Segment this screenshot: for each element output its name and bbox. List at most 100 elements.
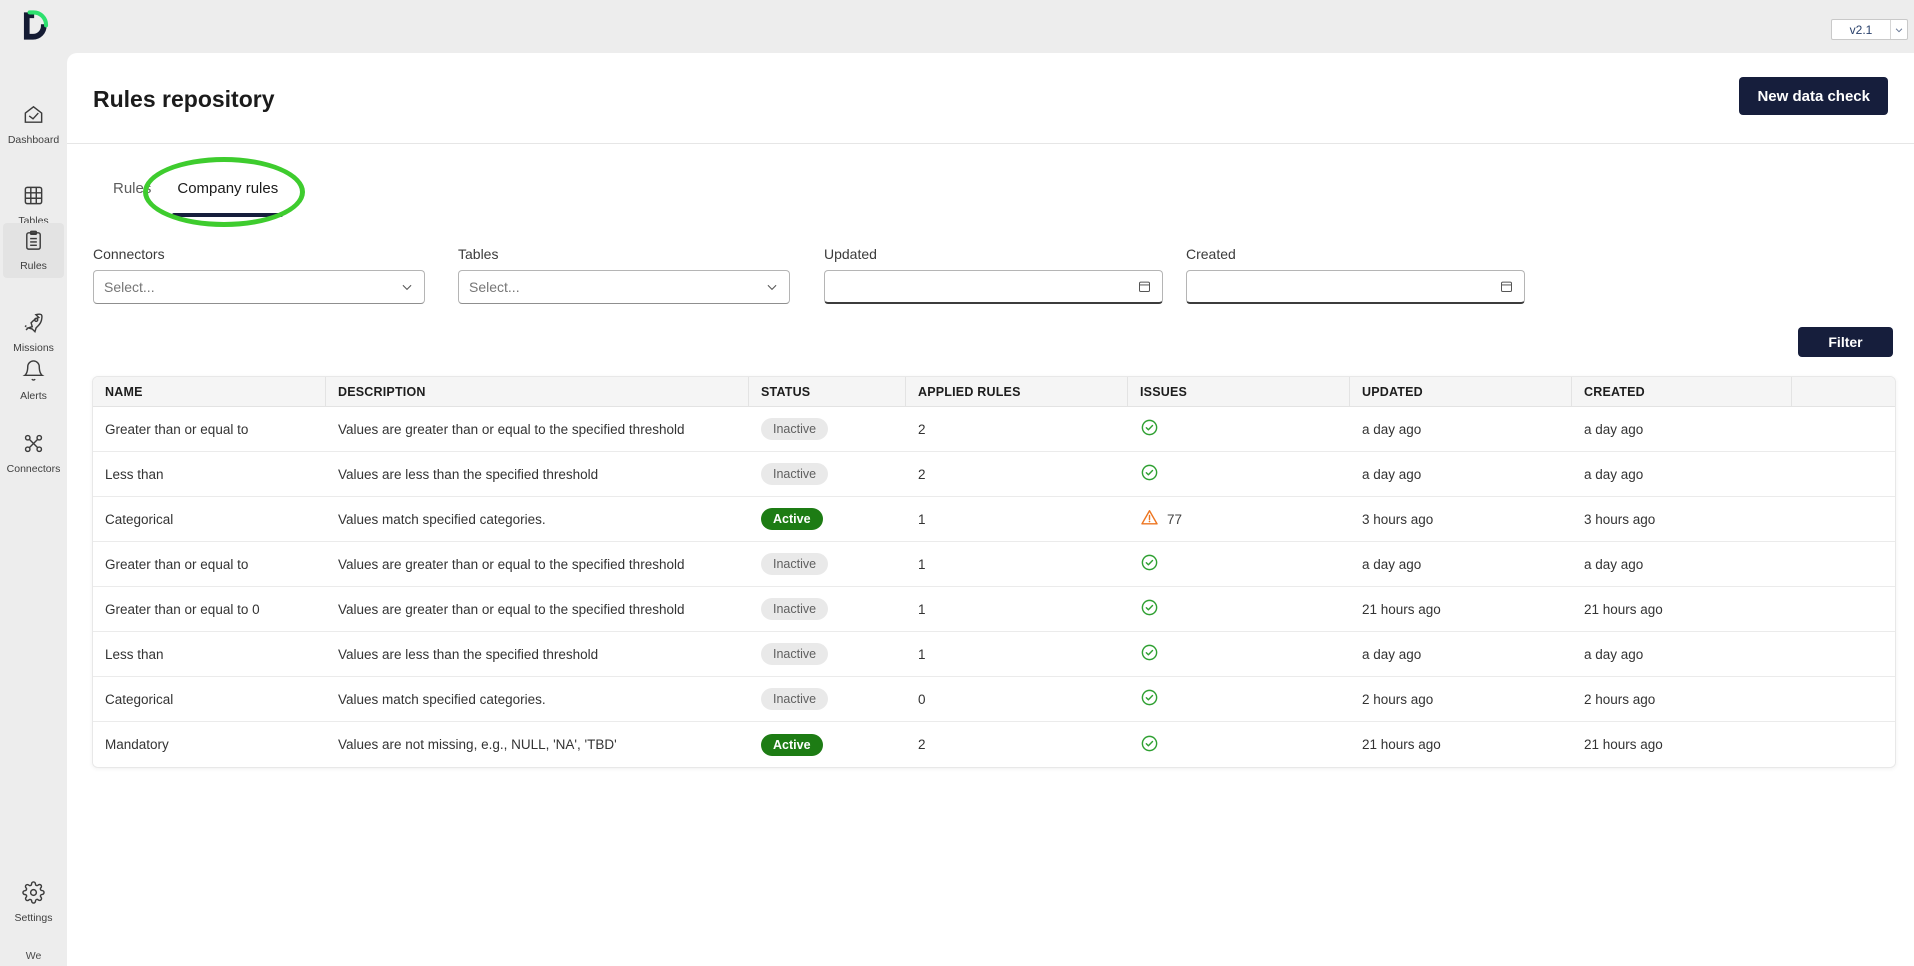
sidebar-item-label: Dashboard	[7, 134, 60, 146]
gear-icon	[22, 881, 45, 909]
cell-description: Values are less than the specified thres…	[338, 466, 599, 482]
table-row[interactable]: Greater than or equal to 0 Values are gr…	[93, 587, 1895, 632]
sidebar-item-alerts[interactable]: Alerts	[3, 353, 64, 408]
connectors-network-icon	[22, 432, 45, 460]
cell-created: 21 hours ago	[1584, 737, 1663, 752]
filter-button[interactable]: Filter	[1798, 327, 1893, 357]
table-row[interactable]: Less than Values are less than the speci…	[93, 452, 1895, 497]
rules-table: NAME DESCRIPTION STATUS APPLIED RULES IS…	[92, 376, 1896, 768]
column-header-name[interactable]: NAME	[93, 377, 326, 406]
cell-description: Values match specified categories.	[338, 691, 546, 707]
updated-filter-label: Updated	[824, 246, 877, 262]
sidebar-item-rules-active[interactable]: Rules	[3, 223, 64, 278]
status-badge: Inactive	[761, 553, 829, 575]
cell-name: Categorical	[105, 511, 174, 527]
cell-created: 21 hours ago	[1584, 601, 1663, 617]
tab-bar: Rules Company rules	[113, 180, 284, 217]
cell-created: 3 hours ago	[1584, 511, 1656, 527]
sidebar-item-dashboard[interactable]: Dashboard	[3, 97, 64, 152]
table-row[interactable]: Greater than or equal to Values are grea…	[93, 542, 1895, 587]
updated-date-input[interactable]	[824, 270, 1163, 304]
column-header-description[interactable]: DESCRIPTION	[326, 377, 749, 406]
created-date-input[interactable]	[1186, 270, 1525, 304]
sidebar-item-label: Alerts	[20, 390, 47, 402]
column-header-created[interactable]: CREATED	[1572, 377, 1792, 406]
sidebar-item-missions[interactable]: Missions	[3, 305, 64, 360]
cell-description: Values are greater than or equal to the …	[338, 601, 685, 617]
table-row[interactable]: Greater than or equal to Values are grea…	[93, 407, 1895, 452]
calendar-icon[interactable]	[1137, 279, 1152, 294]
tab-rules[interactable]: Rules	[113, 180, 152, 197]
cell-applied-rules: 2	[918, 466, 926, 482]
bell-icon	[22, 359, 45, 387]
cell-name: Greater than or equal to	[105, 421, 249, 437]
status-badge: Active	[761, 733, 823, 756]
tables-filter-label: Tables	[458, 246, 499, 262]
connectors-select[interactable]: Select...	[93, 270, 425, 304]
sidebar-item-connectors[interactable]: Connectors	[3, 426, 64, 481]
column-header-issues[interactable]: ISSUES	[1128, 377, 1350, 406]
chevron-down-icon	[400, 280, 414, 294]
status-badge: Active	[761, 508, 823, 530]
cell-created: 2 hours ago	[1584, 691, 1656, 707]
sidebar-item-label: Connectors	[6, 463, 61, 475]
issue-ok-icon	[1140, 643, 1159, 665]
table-row[interactable]: Categorical Values match specified categ…	[93, 677, 1895, 722]
cell-applied-rules: 0	[918, 691, 926, 707]
cell-created: a day ago	[1584, 646, 1644, 662]
status-badge: Inactive	[761, 598, 829, 620]
cell-name: Less than	[105, 466, 164, 482]
cell-extra	[1792, 632, 1895, 676]
cell-updated: 21 hours ago	[1362, 737, 1441, 752]
issue-ok-icon	[1140, 463, 1159, 485]
cell-extra	[1792, 542, 1895, 586]
column-header-updated[interactable]: UPDATED	[1350, 377, 1572, 406]
sidebar-item-label: Missions	[13, 342, 54, 354]
table-row[interactable]: Mandatory Values are not missing, e.g., …	[93, 722, 1895, 767]
version-select[interactable]: v2.1	[1831, 19, 1908, 40]
table-row[interactable]: Less than Values are less than the speci…	[93, 632, 1895, 677]
cell-extra	[1792, 452, 1895, 496]
table-row[interactable]: Categorical Values match specified categ…	[93, 497, 1895, 542]
filter-created: Created	[1186, 246, 1525, 304]
cell-name: Greater than or equal to	[105, 556, 249, 572]
cell-updated: a day ago	[1362, 421, 1422, 437]
heart-icon: ♡	[0, 964, 67, 966]
cell-name: Greater than or equal to 0	[105, 601, 260, 617]
calendar-icon[interactable]	[1499, 279, 1514, 294]
connectors-placeholder: Select...	[104, 279, 155, 295]
main-panel: Rules repository New data check Rules Co…	[67, 53, 1914, 966]
filter-updated: Updated	[824, 246, 1163, 304]
cell-created: a day ago	[1584, 556, 1644, 572]
clipboard-rules-icon	[22, 229, 45, 257]
rocket-icon	[22, 311, 45, 339]
tables-select[interactable]: Select...	[458, 270, 790, 304]
cell-name: Categorical	[105, 691, 174, 707]
cell-description: Values are not missing, e.g., NULL, 'NA'…	[338, 737, 617, 752]
cell-name: Mandatory	[105, 737, 169, 752]
column-header-applied-rules[interactable]: APPLIED RULES	[906, 377, 1128, 406]
new-data-check-button[interactable]: New data check	[1739, 77, 1888, 115]
sidebar: Dashboard Tables Rules Missions Alerts C…	[0, 53, 67, 966]
sidebar-footer: We ♡ Data © 2024	[0, 949, 67, 966]
status-badge: Inactive	[761, 418, 829, 440]
app-logo[interactable]	[16, 9, 50, 43]
status-badge: Inactive	[761, 688, 829, 710]
cell-created: a day ago	[1584, 466, 1644, 482]
table-body: Greater than or equal to Values are grea…	[93, 407, 1895, 767]
table-header-row: NAME DESCRIPTION STATUS APPLIED RULES IS…	[93, 377, 1895, 407]
cell-applied-rules: 1	[918, 646, 926, 662]
issue-ok-icon	[1140, 418, 1159, 440]
issue-ok-icon	[1140, 598, 1159, 620]
tab-company-rules[interactable]: Company rules	[172, 180, 284, 217]
sidebar-item-settings[interactable]: Settings	[3, 875, 64, 930]
issue-ok-icon	[1140, 553, 1159, 575]
cell-applied-rules: 1	[918, 601, 926, 617]
cell-updated: a day ago	[1362, 556, 1422, 572]
cell-updated: 21 hours ago	[1362, 601, 1441, 617]
column-header-status[interactable]: STATUS	[749, 377, 906, 406]
filter-connectors: Connectors Select...	[93, 246, 425, 304]
topbar: v2.1	[0, 0, 1914, 53]
cell-updated: a day ago	[1362, 466, 1422, 482]
cell-description: Values are greater than or equal to the …	[338, 421, 685, 437]
